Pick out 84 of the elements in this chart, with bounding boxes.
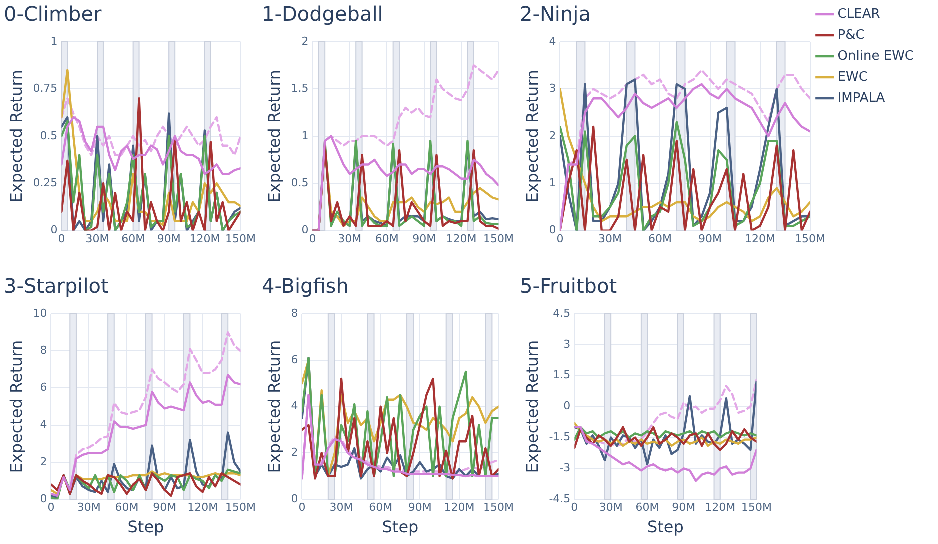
- chart-title: 4-Bigfish: [262, 274, 349, 298]
- x-tick-label: 150M: [226, 501, 256, 514]
- y-tick-label: 0.25: [33, 176, 58, 190]
- y-tick-label: 4: [549, 34, 556, 48]
- y-tick-label: 2: [291, 446, 298, 460]
- y-axis-title: Expected Return: [522, 70, 542, 203]
- y-tick-label: 2: [40, 455, 48, 468]
- y-tick-label: 3: [549, 82, 556, 96]
- y-tick-label: 0: [50, 224, 58, 237]
- x-tick-label: 150M: [484, 501, 514, 514]
- y-tick-label: 0: [549, 224, 556, 237]
- y-axis-title: Expected Return: [522, 340, 542, 474]
- y-tick-label: 6: [291, 353, 298, 366]
- x-tick-label: 90M: [408, 501, 432, 514]
- y-axis-title: Expected Return: [264, 70, 284, 203]
- legend-label: IMPALA: [838, 90, 886, 106]
- y-tick-label: -1.5: [549, 430, 571, 444]
- x-axis-title: Step: [647, 518, 684, 537]
- chart-title: 2-Ninja: [520, 2, 591, 26]
- x-tick-label: 90M: [157, 232, 181, 246]
- x-tick-label: 60M: [636, 501, 660, 514]
- x-tick-label: 30M: [599, 501, 623, 514]
- x-tick-label: 150M: [484, 232, 514, 246]
- x-tick-label: 90M: [672, 501, 696, 514]
- x-tick-label: 90M: [412, 232, 436, 246]
- x-tick-label: 30M: [598, 232, 622, 246]
- y-tick-label: 0: [40, 492, 48, 506]
- y-tick-label: 4: [40, 418, 48, 432]
- x-axis-title: Step: [382, 518, 419, 537]
- x-tick-label: 120M: [444, 501, 475, 514]
- y-tick-label: 1.5: [553, 368, 571, 382]
- x-tick-label: 150M: [226, 232, 256, 246]
- y-tick-label: 4.5: [553, 306, 571, 320]
- y-tick-label: 0.5: [291, 176, 309, 190]
- x-tick-label: 30M: [338, 232, 362, 246]
- y-tick-label: 1: [302, 129, 309, 142]
- y-tick-label: 0: [291, 492, 298, 506]
- x-tick-label: 30M: [77, 501, 101, 514]
- x-tick-label: 120M: [446, 232, 477, 246]
- legend-label: Online EWC: [838, 48, 914, 64]
- y-tick-label: 0.75: [33, 82, 58, 96]
- x-axis-title: Step: [128, 518, 164, 537]
- y-axis-title: Expected Return: [264, 340, 284, 474]
- y-tick-label: 1: [549, 176, 556, 190]
- line-series: [62, 98, 241, 156]
- x-tick-label: 120M: [190, 232, 220, 246]
- y-tick-label: 2: [302, 34, 309, 48]
- x-tick-label: 60M: [375, 232, 399, 246]
- y-tick-label: 1: [50, 34, 58, 48]
- x-tick-label: 60M: [369, 501, 393, 514]
- x-tick-label: 30M: [86, 232, 110, 246]
- x-tick-label: 120M: [188, 501, 218, 514]
- x-tick-label: 150M: [795, 232, 826, 246]
- y-tick-label: 8: [40, 344, 48, 357]
- y-tick-label: 2: [549, 129, 556, 142]
- x-tick-label: 30M: [330, 501, 354, 514]
- y-tick-label: -3: [560, 462, 571, 475]
- y-tick-label: 10: [33, 306, 48, 320]
- x-tick-label: 60M: [648, 232, 672, 246]
- legend-label: EWC: [838, 70, 868, 85]
- y-axis-title: Expected Return: [6, 70, 26, 203]
- y-tick-label: 0.5: [40, 129, 58, 142]
- y-tick-label: 6: [40, 381, 48, 394]
- y-tick-label: 0: [564, 400, 571, 413]
- x-tick-label: 90M: [698, 232, 722, 246]
- y-axis-title: Expected Return: [6, 340, 26, 474]
- y-tick-label: 0: [302, 224, 309, 237]
- x-tick-label: 60M: [122, 232, 146, 246]
- y-tick-label: 8: [291, 306, 298, 320]
- chart-title: 0-Climber: [4, 2, 102, 26]
- legend-label: P&C: [838, 28, 865, 43]
- x-tick-label: 120M: [705, 501, 736, 514]
- x-tick-label: 150M: [742, 501, 772, 514]
- y-tick-label: 1.5: [291, 82, 309, 96]
- chart-title: 3-Starpilot: [4, 274, 109, 298]
- chart-title: 1-Dodgeball: [262, 2, 384, 26]
- x-tick-label: 120M: [745, 232, 776, 246]
- x-tick-label: 60M: [115, 501, 139, 514]
- y-tick-label: 4: [291, 400, 298, 413]
- y-tick-label: -4.5: [549, 492, 571, 506]
- x-tick-label: 90M: [153, 501, 177, 514]
- legend-label: CLEAR: [838, 6, 880, 22]
- chart-title: 5-Fruitbot: [520, 274, 618, 298]
- y-tick-label: 3: [564, 338, 571, 351]
